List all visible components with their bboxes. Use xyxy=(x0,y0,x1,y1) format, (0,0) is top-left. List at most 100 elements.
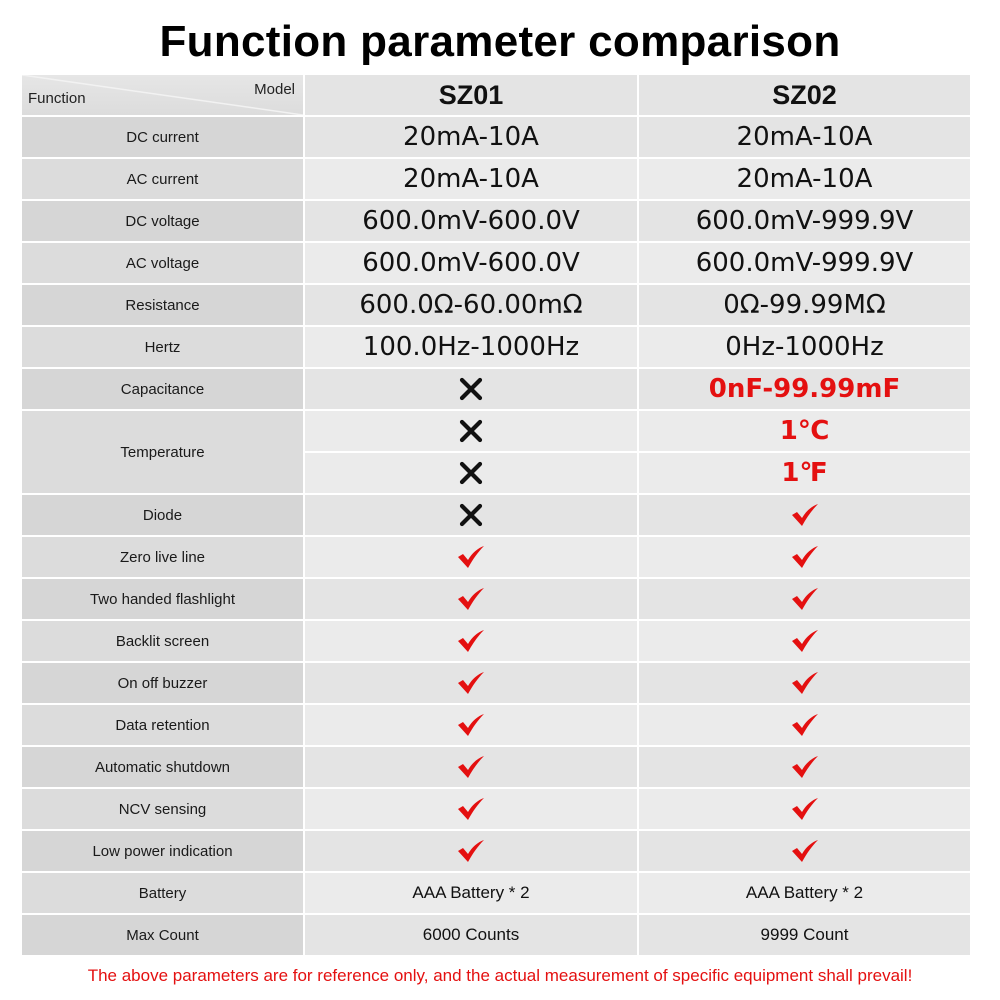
cross-icon xyxy=(459,419,483,443)
check-icon xyxy=(791,714,818,736)
function-label-ncv-sensing: NCV sensing xyxy=(22,789,303,829)
value-cell-temperature-2: 1℃ xyxy=(639,411,970,451)
value-cell-temperature-2: 1℉ xyxy=(639,453,970,493)
value-cell-ac-current-1: 20mA-10A xyxy=(305,159,637,199)
function-label-resistance: Resistance xyxy=(22,285,303,325)
cell-value: 6000 Counts xyxy=(422,925,520,944)
cell-value: 600.0mV-999.9V xyxy=(695,206,914,236)
check-icon xyxy=(791,546,818,568)
value-cell-ncv-sensing-2 xyxy=(639,789,970,829)
function-label-on-off-buzzer: On off buzzer xyxy=(22,663,303,703)
cell-value: 20mA-10A xyxy=(736,122,873,152)
value-cell-backlit-screen-1 xyxy=(305,621,637,661)
value-cell-max-count-1: 6000 Counts xyxy=(305,915,637,955)
value-cell-on-off-buzzer-1 xyxy=(305,663,637,703)
check-icon xyxy=(458,756,484,778)
cross-icon xyxy=(459,461,483,485)
value-cell-dc-current-2: 20mA-10A xyxy=(639,117,970,157)
function-label-low-power-indication: Low power indication xyxy=(22,831,303,871)
check-icon xyxy=(458,672,484,694)
function-label-temperature: Temperature xyxy=(22,411,303,493)
cell-value: AAA Battery * 2 xyxy=(745,883,864,902)
function-label-data-retention: Data retention xyxy=(22,705,303,745)
value-cell-dc-current-1: 20mA-10A xyxy=(305,117,637,157)
cross-icon xyxy=(459,503,483,527)
page-title: Function parameter comparison xyxy=(159,17,841,66)
function-label-battery: Battery xyxy=(22,873,303,913)
function-label-ac-voltage: AC voltage xyxy=(22,243,303,283)
check-icon xyxy=(791,504,818,526)
value-cell-ac-current-2: 20mA-10A xyxy=(639,159,970,199)
header-function-label: Function xyxy=(28,90,86,107)
check-icon xyxy=(791,672,818,694)
check-icon xyxy=(458,546,484,568)
cell-value: 20mA-10A xyxy=(403,122,539,152)
cell-value: 1℃ xyxy=(779,416,830,446)
value-cell-backlit-screen-2 xyxy=(639,621,970,661)
function-label-diode: Diode xyxy=(22,495,303,535)
cell-value: 1℉ xyxy=(781,458,828,488)
cell-value: 0nF-99.99mF xyxy=(708,374,901,404)
value-cell-capacitance-2: 0nF-99.99mF xyxy=(639,369,970,409)
function-label-capacitance: Capacitance xyxy=(22,369,303,409)
value-cell-zero-live-line-1 xyxy=(305,537,637,577)
value-cell-two-handed-flashlight-1 xyxy=(305,579,637,619)
value-cell-diode-2 xyxy=(639,495,970,535)
diagonal-divider xyxy=(22,75,303,115)
value-cell-temperature-1 xyxy=(305,411,637,451)
value-cell-low-power-indication-2 xyxy=(639,831,970,871)
value-cell-hertz-2: 0Hz-1000Hz xyxy=(639,327,970,367)
header-function-model-cell: Function Model xyxy=(22,75,303,115)
value-cell-dc-voltage-1: 600.0mV-600.0V xyxy=(305,201,637,241)
value-cell-on-off-buzzer-2 xyxy=(639,663,970,703)
value-cell-two-handed-flashlight-2 xyxy=(639,579,970,619)
value-cell-capacitance-1 xyxy=(305,369,637,409)
function-label-dc-voltage: DC voltage xyxy=(22,201,303,241)
function-label-max-count: Max Count xyxy=(22,915,303,955)
header-model-sz02: SZ02 xyxy=(639,75,970,115)
cell-value: 600.0mV-600.0V xyxy=(362,248,580,278)
function-label-zero-live-line: Zero live line xyxy=(22,537,303,577)
value-cell-data-retention-1 xyxy=(305,705,637,745)
check-icon xyxy=(458,630,484,652)
value-cell-low-power-indication-1 xyxy=(305,831,637,871)
check-icon xyxy=(791,630,818,652)
value-cell-dc-voltage-2: 600.0mV-999.9V xyxy=(639,201,970,241)
cell-value: 0Hz-1000Hz xyxy=(725,332,884,362)
function-label-automatic-shutdown: Automatic shutdown xyxy=(22,747,303,787)
value-cell-battery-2: AAA Battery * 2 xyxy=(639,873,970,913)
function-label-two-handed-flashlight: Two handed flashlight xyxy=(22,579,303,619)
cell-value: 600.0mV-600.0V xyxy=(362,206,580,236)
cell-value: 600.0Ω-60.00mΩ xyxy=(359,290,583,320)
cell-value: 20mA-10A xyxy=(736,164,873,194)
value-cell-max-count-2: 9999 Count xyxy=(639,915,970,955)
check-icon xyxy=(458,840,484,862)
cell-value: 20mA-10A xyxy=(403,164,539,194)
value-cell-automatic-shutdown-2 xyxy=(639,747,970,787)
cell-value: AAA Battery * 2 xyxy=(412,883,530,902)
check-icon xyxy=(791,840,818,862)
value-cell-temperature-1 xyxy=(305,453,637,493)
value-cell-diode-1 xyxy=(305,495,637,535)
cell-value: 100.0Hz-1000Hz xyxy=(362,332,580,362)
header-model-label: Model xyxy=(254,81,295,98)
disclaimer-note: The above parameters are for reference o… xyxy=(87,966,913,985)
value-cell-data-retention-2 xyxy=(639,705,970,745)
cell-value: 9999 Count xyxy=(760,925,849,944)
value-cell-ncv-sensing-1 xyxy=(305,789,637,829)
cross-icon xyxy=(459,377,483,401)
value-cell-resistance-2: 0Ω-99.99MΩ xyxy=(639,285,970,325)
check-icon xyxy=(458,798,484,820)
cell-value: 0Ω-99.99MΩ xyxy=(723,290,886,320)
value-cell-resistance-1: 600.0Ω-60.00mΩ xyxy=(305,285,637,325)
value-cell-hertz-1: 100.0Hz-1000Hz xyxy=(305,327,637,367)
function-label-dc-current: DC current xyxy=(22,117,303,157)
value-cell-zero-live-line-2 xyxy=(639,537,970,577)
header-model-sz01: SZ01 xyxy=(305,75,637,115)
value-cell-ac-voltage-1: 600.0mV-600.0V xyxy=(305,243,637,283)
value-cell-ac-voltage-2: 600.0mV-999.9V xyxy=(639,243,970,283)
check-icon xyxy=(458,588,484,610)
check-icon xyxy=(791,588,818,610)
check-icon xyxy=(791,798,818,820)
cell-value: 600.0mV-999.9V xyxy=(695,248,914,278)
